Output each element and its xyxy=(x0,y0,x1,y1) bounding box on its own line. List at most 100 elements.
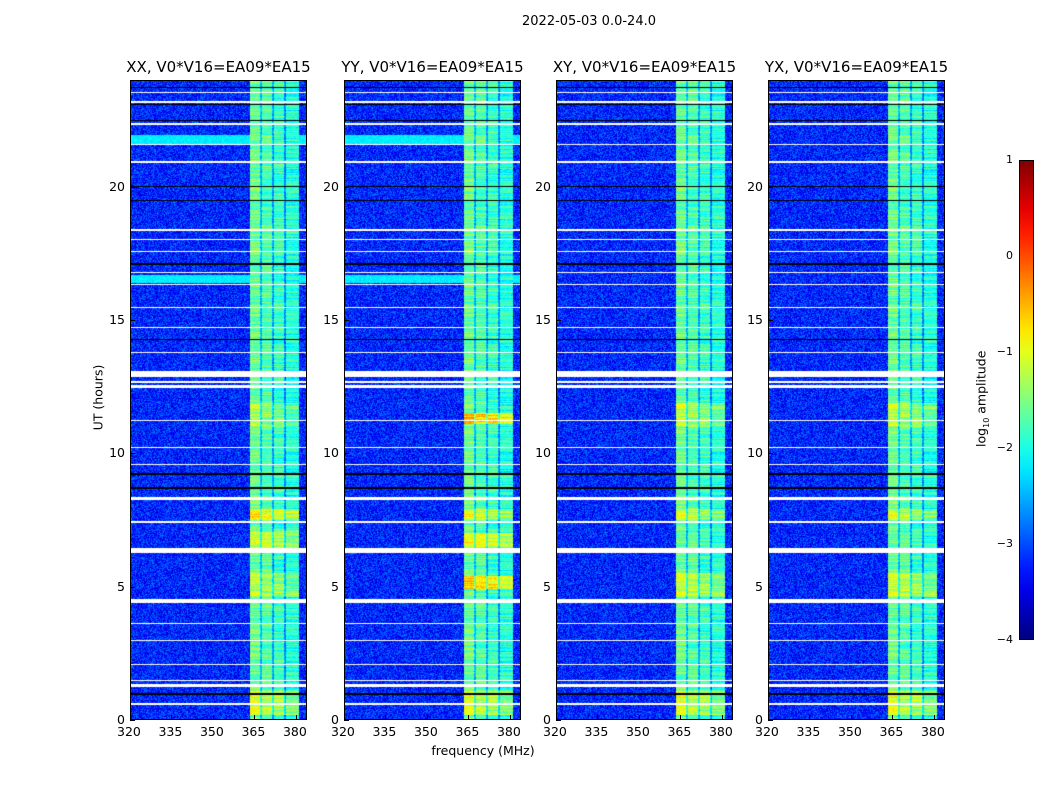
colorbar-tick-label: −4 xyxy=(996,633,1013,646)
x-tick-mark xyxy=(426,715,428,720)
x-tick-label: 320 xyxy=(543,724,567,739)
y-tick-mark xyxy=(344,586,349,588)
x-tick-mark xyxy=(212,715,214,720)
y-tick-mark xyxy=(130,186,135,188)
x-tick-label: 365 xyxy=(241,724,266,739)
x-tick-label: 335 xyxy=(158,724,183,739)
x-tick-mark xyxy=(721,715,723,720)
x-tick-label: 365 xyxy=(879,724,904,739)
heatmap-image xyxy=(556,80,733,720)
y-tick-label: 10 xyxy=(535,445,551,461)
x-tick-label: 380 xyxy=(920,724,945,739)
colorbar-tick-label: −2 xyxy=(996,441,1013,454)
y-tick-mark xyxy=(344,320,349,321)
x-tick-label: 380 xyxy=(282,724,307,739)
x-tick-mark xyxy=(768,715,769,720)
y-tick-label: 15 xyxy=(535,312,551,327)
y-tick-label: 0 xyxy=(117,712,125,727)
x-tick-label: 380 xyxy=(708,724,733,739)
x-tick-mark xyxy=(468,715,470,720)
y-tick-mark xyxy=(768,720,773,721)
figure-title: 2022-05-03 0.0-24.0 xyxy=(522,14,656,29)
x-tick-label: 320 xyxy=(117,724,141,739)
x-tick-mark xyxy=(254,715,256,720)
y-tick-label: 0 xyxy=(755,712,763,727)
panel-title: XX, V0*V16=EA09*EA15 xyxy=(126,58,311,76)
y-tick-label: 20 xyxy=(109,178,125,194)
x-tick-label: 335 xyxy=(584,724,609,739)
x-tick-mark xyxy=(680,715,682,720)
y-tick-label: 5 xyxy=(331,578,339,594)
x-axis-label: frequency (MHz) xyxy=(431,743,535,758)
y-tick-label: 10 xyxy=(109,445,125,461)
x-tick-label: 335 xyxy=(796,724,821,739)
panel-xx: XX, V0*V16=EA09*EA15 320 335 350 365 380 0 5 10 1… xyxy=(109,58,311,739)
x-tick-mark xyxy=(171,715,173,720)
x-tick-mark xyxy=(809,715,811,720)
y-tick-mark xyxy=(556,453,561,455)
y-tick-mark xyxy=(556,186,561,188)
colorbar-tick-label: −3 xyxy=(996,537,1013,550)
x-tick-label: 365 xyxy=(455,724,480,739)
x-tick-mark xyxy=(556,715,557,720)
panel-yy: YY, V0*V16=EA09*EA15 320 335 350 365 380 0 5 10 1… xyxy=(323,58,524,739)
y-tick-label: 0 xyxy=(543,712,551,727)
x-tick-mark xyxy=(933,715,935,720)
colorbar-tick-label: 1 xyxy=(1006,153,1013,166)
panel-title: YX, V0*V16=EA09*EA15 xyxy=(764,58,949,76)
y-tick-label: 15 xyxy=(323,312,339,327)
y-tick-label: 5 xyxy=(117,578,125,594)
axes-frame xyxy=(556,80,733,720)
x-tick-label: 350 xyxy=(199,724,224,739)
y-tick-mark xyxy=(556,586,561,588)
x-tick-label: 380 xyxy=(496,724,521,739)
y-tick-label: 0 xyxy=(331,712,339,727)
y-tick-label: 20 xyxy=(535,178,551,194)
axes-frame xyxy=(344,80,521,720)
axes-frame xyxy=(130,80,307,720)
y-tick-label: 5 xyxy=(543,578,551,594)
y-tick-mark xyxy=(768,586,773,588)
axes-frame xyxy=(768,80,945,720)
heatmap-image xyxy=(768,80,945,720)
y-tick-mark xyxy=(344,453,349,455)
y-tick-label: 20 xyxy=(747,178,763,194)
x-tick-mark xyxy=(892,715,894,720)
y-tick-mark xyxy=(556,320,561,321)
colorbar-tick-label: −1 xyxy=(996,345,1013,358)
colorbar-tick-label: 0 xyxy=(1006,249,1013,262)
x-tick-mark xyxy=(295,715,297,720)
x-tick-label: 365 xyxy=(667,724,692,739)
y-tick-mark xyxy=(768,453,773,455)
x-tick-mark xyxy=(850,715,852,720)
y-axis-label: UT (hours) xyxy=(90,364,106,431)
y-tick-label: 10 xyxy=(323,445,339,461)
y-tick-label: 5 xyxy=(755,578,763,594)
x-tick-mark xyxy=(344,715,345,720)
x-tick-mark xyxy=(638,715,640,720)
x-tick-label: 350 xyxy=(837,724,862,739)
y-tick-mark xyxy=(768,320,773,321)
y-tick-label: 20 xyxy=(323,178,339,194)
x-tick-mark xyxy=(509,715,511,720)
x-tick-mark xyxy=(597,715,599,720)
heatmap-image xyxy=(344,80,521,720)
x-tick-mark xyxy=(385,715,387,720)
x-tick-label: 335 xyxy=(372,724,397,739)
y-tick-mark xyxy=(130,720,135,721)
x-tick-label: 320 xyxy=(331,724,355,739)
y-tick-label: 15 xyxy=(747,312,763,327)
y-tick-label: 10 xyxy=(747,445,763,461)
x-tick-label: 350 xyxy=(625,724,650,739)
y-tick-label: 15 xyxy=(109,312,125,327)
x-tick-mark xyxy=(130,715,131,720)
panel-yx: YX, V0*V16=EA09*EA15 320 335 350 365 380 0 5 10 1… xyxy=(747,58,948,739)
panel-xy: XY, V0*V16=EA09*EA15 320 335 350 365 380 0 5 10 1… xyxy=(535,58,736,739)
y-tick-mark xyxy=(344,720,349,721)
y-tick-mark xyxy=(768,186,773,188)
colorbar xyxy=(1019,160,1034,640)
y-tick-mark xyxy=(130,320,135,321)
heatmap-image xyxy=(130,80,307,720)
panel-title: YY, V0*V16=EA09*EA15 xyxy=(341,58,524,76)
